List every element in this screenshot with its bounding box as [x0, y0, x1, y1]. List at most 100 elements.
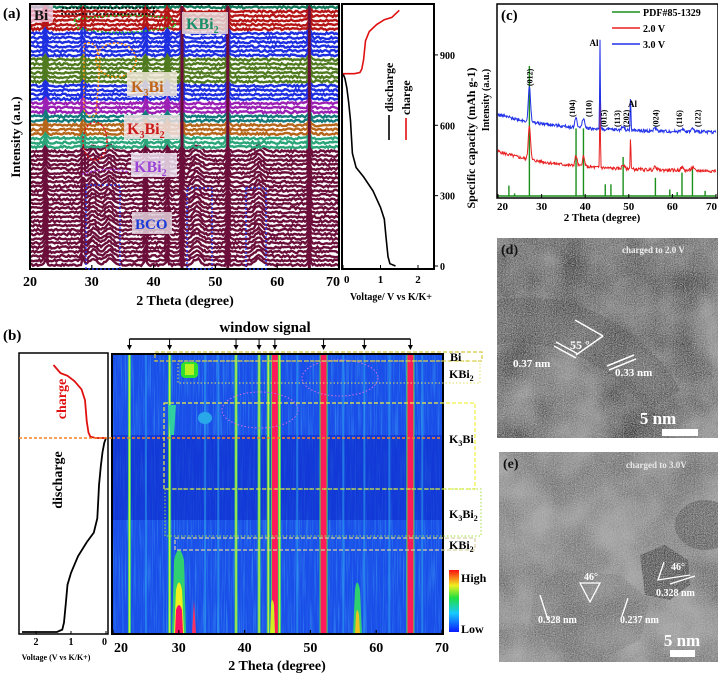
heatmap-faint-line	[296, 354, 299, 634]
xrd-pattern-line	[30, 93, 339, 107]
xrd-pattern-line	[30, 151, 339, 163]
capacity-plot-frame	[341, 3, 435, 270]
heatmap-lines	[127, 354, 424, 634]
xrd-pattern-line	[30, 197, 339, 211]
capacity-curve-charge	[343, 9, 400, 75]
xrd-pattern-line	[30, 4, 339, 15]
voltage-tick-label: 1	[69, 637, 74, 648]
legend-discharge-label: discharge	[382, 62, 396, 112]
x-tick-label: 50	[623, 201, 635, 213]
b-phase-bi: Bi	[450, 350, 462, 364]
bco-box-3	[245, 187, 267, 270]
xrd-pattern-line	[30, 79, 339, 94]
strong-peak-line	[180, 6, 184, 268]
panel-e-label: (e)	[503, 457, 519, 472]
panel-c-x-ticks: 20 30 40 50 60 70	[497, 194, 718, 213]
x-tick-label: 60	[369, 641, 383, 656]
xrd-pattern-line	[30, 141, 339, 155]
kbi2-label-bg-2	[131, 153, 177, 177]
capacity-ticks: 0 1 2 0 300 600 900	[342, 51, 455, 286]
al-peak-label: Al	[590, 38, 599, 48]
discharge-curve	[22, 437, 107, 633]
panel-c-plot: (012) (104) (110) (015) (113) (202) (024) (116)…	[497, 38, 717, 197]
window-signal-arrowhead	[126, 345, 132, 350]
hkl-label: (122)	[693, 109, 702, 127]
kbi2-region-box-top	[72, 14, 178, 34]
kbi2-region-box-b	[177, 360, 481, 384]
hkl-label: (012)	[525, 68, 534, 86]
capacity-legend: discharge charge	[382, 62, 413, 140]
hkl-label: (116)	[675, 110, 684, 127]
x-tick-label: 40	[147, 275, 161, 290]
bco-label-bg	[132, 212, 172, 234]
xrd-pattern-line	[30, 105, 339, 120]
xrd-pattern-line	[30, 219, 339, 233]
xrd-pattern-line	[30, 127, 339, 142]
panel-c-frame	[496, 3, 718, 199]
window-signal-arrowhead	[233, 345, 239, 350]
k3bi-region-box	[83, 42, 101, 118]
voltage-ticks: 2 1 0	[34, 631, 107, 648]
xrd-pattern-line	[30, 44, 339, 58]
panel-b: (b) window signal charge discharge 2 1 0 V…	[3, 320, 487, 674]
x-tick-label: 70	[326, 275, 340, 290]
window-signal-arrowhead	[407, 345, 413, 350]
xrd-pattern-line	[30, 77, 339, 89]
xrd-pattern-line	[30, 51, 339, 63]
window-signal-arrows	[126, 338, 413, 350]
xrd-pattern-line	[30, 28, 339, 41]
tem-e-noise	[499, 452, 718, 662]
b-phase-kbi2-bottom: KBi2	[449, 538, 474, 554]
panel-e-tem-image: 46° 46° 0.328 nm 0.237 nm 0.328 nm charg…	[499, 452, 718, 662]
heatmap-strong-line	[271, 354, 278, 634]
kbi2-region-box-b-lower	[174, 537, 476, 551]
window-signal-arrowhead	[167, 345, 173, 350]
tem-e-angle-1: 46°	[584, 572, 598, 583]
legend-pdf-label: PDF#85-1329	[643, 8, 701, 19]
xrd-pattern-line	[30, 254, 339, 268]
xrd-pattern-line	[30, 84, 339, 98]
tem-e-spacing-2: 0.237 nm	[620, 615, 660, 626]
window-signal-arrowhead	[321, 345, 327, 350]
heatmap-weak-line-core	[235, 354, 237, 634]
tem-d-spacing-2: 0.33 nm	[615, 367, 652, 379]
bco-peak-47	[270, 600, 275, 634]
b-phase-k3bi: K3Bi	[449, 432, 474, 448]
tem-e-spacing-1: 0.328 nm	[538, 615, 578, 626]
phase-label-bi: Bi	[34, 8, 48, 24]
xrd-pattern-line	[30, 202, 339, 216]
xrd-pattern-line	[30, 238, 339, 251]
y-tick-label: 300	[440, 192, 455, 203]
k3bi2-label-bg	[124, 115, 180, 139]
bco-peak-57-core	[355, 610, 360, 634]
xrd-pattern-line	[30, 215, 339, 229]
phase-label-k3bi: K3Bi	[131, 79, 164, 99]
xrd-pattern-line	[30, 110, 339, 124]
capacity-x-axis-label: Voltage/ V vs K/K+	[350, 292, 432, 303]
tem-e-angle-2: 46°	[671, 562, 685, 573]
b-phase-k3bi2: K3Bi2	[449, 507, 478, 523]
x-tick-label: 30	[172, 641, 186, 656]
kbi2-hotspot-core	[185, 364, 194, 375]
x-tick-label: 50	[208, 275, 222, 290]
tem-d-angle: 55 °	[570, 338, 590, 352]
charge-curve	[52, 364, 106, 439]
heatmap-weak-line-core	[128, 354, 131, 634]
panel-c-y-axis-label: Intensity (a.u.)	[481, 69, 492, 132]
xrd-pattern-line	[30, 124, 339, 137]
k3bi-region-ellipse	[95, 42, 137, 78]
x-tick-label: 50	[303, 641, 317, 656]
voltage-tick-label: 2	[34, 637, 39, 648]
heatmap-faint-line	[217, 354, 220, 634]
phase-label-kbi2: KBi2	[134, 159, 167, 179]
bco-peak-30-core	[175, 605, 183, 634]
xrd-pattern-line	[30, 119, 339, 133]
xrd-waterfall-stack	[30, 4, 339, 268]
x-tick-label: 1	[378, 274, 384, 286]
heatmap-faint-line	[144, 354, 147, 634]
k3bi-streak	[168, 405, 176, 435]
panel-a-x-axis-label: 2 Theta (degree)	[136, 294, 234, 309]
x-tick-label: 30	[85, 275, 99, 290]
capacity-curve-discharge	[342, 73, 396, 267]
